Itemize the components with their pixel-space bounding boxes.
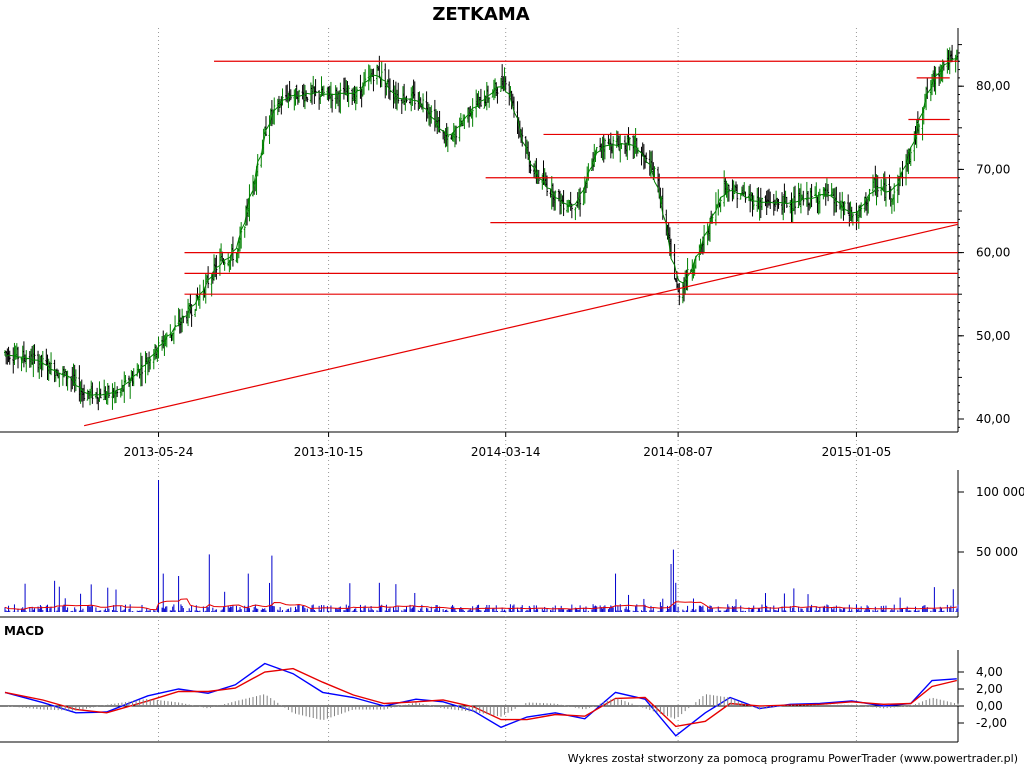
- macd-y-tick-label: 2,00: [976, 682, 1003, 696]
- x-tick-label: 2014-08-07: [643, 445, 713, 459]
- trend-line: [83, 223, 959, 427]
- macd-line: [4, 662, 957, 737]
- price-average-line: [4, 57, 959, 396]
- price-y-tick-label: 80,00: [976, 79, 1010, 93]
- volume-average-line: [4, 598, 957, 611]
- footer-credit: Wykres został stworzony za pomocą progra…: [568, 752, 1018, 765]
- date-grid: 2013-05-24 2013-10-15 2014-03-14 2014-08-07…: [0, 28, 959, 743]
- macd-panel: MACD -2,00 0,00 2,00 4,00: [0, 624, 1007, 737]
- volume-y-tick-label: 50 000: [976, 545, 1018, 559]
- volume-panel: 50 000 100 000: [4, 480, 1024, 612]
- chart-title: ZETKAMA: [432, 4, 529, 25]
- macd-y-tick-label: 4,00: [976, 665, 1003, 679]
- price-panel: 40,00 50,00 60,00 70,00 80,00: [4, 44, 1010, 428]
- x-tick-label: 2013-10-15: [294, 445, 364, 459]
- macd-y-tick-label: 0,00: [976, 699, 1003, 713]
- price-y-tick-label: 70,00: [976, 162, 1010, 176]
- price-y-tick-label: 50,00: [976, 329, 1010, 343]
- macd-label: MACD: [4, 624, 44, 638]
- macd-signal-line: [4, 667, 957, 728]
- macd-y-tick-label: -2,00: [976, 716, 1007, 730]
- price-y-tick-label: 40,00: [976, 412, 1010, 426]
- price-y-tick-label: 60,00: [976, 246, 1010, 260]
- x-tick-label: 2015-01-05: [822, 445, 892, 459]
- x-tick-label: 2013-05-24: [124, 445, 194, 459]
- x-tick-label: 2014-03-14: [471, 445, 541, 459]
- volume-y-tick-label: 100 000: [976, 485, 1024, 499]
